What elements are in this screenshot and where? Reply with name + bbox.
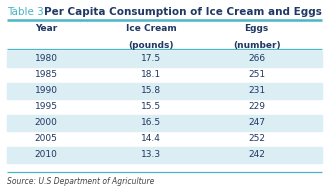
Text: 16.5: 16.5 — [141, 119, 162, 127]
Text: Table 3: Table 3 — [7, 7, 43, 17]
Text: Per Capita Consumption of Ice Cream and Eggs: Per Capita Consumption of Ice Cream and … — [44, 7, 322, 17]
Text: 17.5: 17.5 — [141, 54, 162, 63]
Text: 1985: 1985 — [35, 70, 58, 79]
Text: 2005: 2005 — [35, 135, 58, 143]
Bar — [7, 115, 322, 131]
Text: 231: 231 — [248, 86, 265, 95]
Text: 15.8: 15.8 — [141, 86, 162, 95]
Text: Ice Cream: Ice Cream — [126, 24, 177, 33]
Text: (pounds): (pounds) — [129, 41, 174, 50]
Text: (number): (number) — [233, 41, 280, 50]
Text: 14.4: 14.4 — [141, 135, 161, 143]
Text: 247: 247 — [248, 119, 265, 127]
Text: 251: 251 — [248, 70, 265, 79]
Text: Year: Year — [35, 24, 57, 33]
Bar — [7, 51, 322, 67]
Text: 266: 266 — [248, 54, 265, 63]
Bar — [7, 147, 322, 163]
Text: 1995: 1995 — [35, 102, 58, 111]
Bar — [7, 83, 322, 99]
Text: 252: 252 — [248, 135, 265, 143]
Text: 242: 242 — [248, 151, 265, 159]
Text: 2010: 2010 — [35, 151, 58, 159]
Text: 18.1: 18.1 — [141, 70, 162, 79]
Text: 229: 229 — [248, 102, 265, 111]
Text: 2000: 2000 — [35, 119, 58, 127]
Text: 1990: 1990 — [35, 86, 58, 95]
Text: Eggs: Eggs — [244, 24, 269, 33]
Text: Source: U.S Department of Agriculture: Source: U.S Department of Agriculture — [7, 177, 154, 186]
Text: 15.5: 15.5 — [141, 102, 162, 111]
Text: 13.3: 13.3 — [141, 151, 162, 159]
Text: 1980: 1980 — [35, 54, 58, 63]
